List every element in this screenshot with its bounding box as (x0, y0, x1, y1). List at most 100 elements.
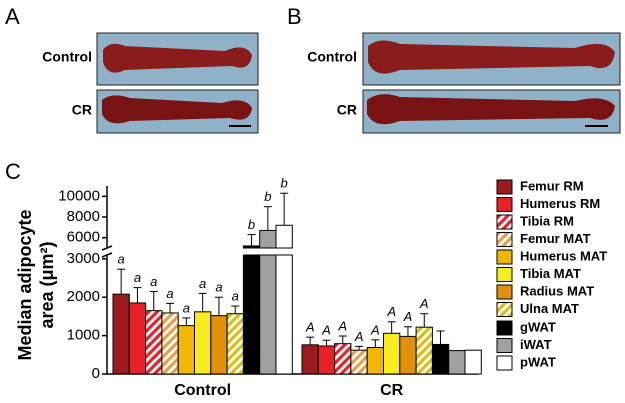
row-label: CR (337, 102, 357, 118)
error-bar (182, 317, 191, 326)
legend-label: Femur MAT (520, 231, 591, 246)
panel-label: A (5, 4, 20, 29)
bar-body (161, 312, 179, 375)
bar (431, 343, 450, 375)
significance-letter: a (150, 274, 157, 289)
bar-body (350, 349, 368, 375)
significance-letter: A (370, 322, 380, 337)
significance-letter: b (281, 176, 288, 191)
bar (399, 335, 417, 375)
bar (366, 347, 385, 375)
y-tick-label: 0 (92, 365, 100, 382)
significance-letter: b (264, 189, 271, 204)
bar-body-upper (242, 245, 261, 249)
y-tick-label: 6000 (67, 229, 100, 246)
error-bar (166, 302, 175, 313)
axis-break (101, 245, 113, 251)
legend-swatch (496, 249, 513, 265)
significance-letter: b (248, 217, 255, 232)
panel-label: B (287, 4, 302, 29)
bar-body (383, 332, 401, 375)
significance-letter: a (183, 300, 190, 315)
error-bar (371, 339, 380, 348)
significance-letter: a (199, 276, 206, 291)
bar-body (366, 347, 385, 375)
legend-swatch (496, 320, 513, 336)
legend-label: Ulna MAT (520, 301, 579, 316)
bar (334, 343, 352, 375)
legend-swatch (496, 284, 513, 300)
legend-label: iWAT (520, 337, 552, 352)
error-bar (149, 290, 158, 311)
bar-body-upper (275, 224, 293, 249)
error-bar (420, 313, 429, 328)
bar-body (275, 254, 293, 375)
row-label: CR (72, 102, 92, 118)
bar-body (145, 310, 163, 375)
error-bar (231, 305, 240, 314)
error-bar (355, 345, 364, 351)
legend-label: Tibia MAT (520, 266, 581, 281)
y-tick-label: 2000 (67, 288, 100, 305)
bar-body (399, 335, 417, 375)
bone (367, 94, 615, 125)
legend-label: Humerus MAT (520, 248, 607, 263)
row-label: Control (42, 49, 92, 65)
legend-swatch (496, 232, 513, 247)
error-bar (117, 268, 126, 295)
bar-body (194, 311, 212, 375)
legend-label: pWAT (520, 354, 556, 369)
bar (194, 311, 212, 375)
bar (415, 326, 433, 375)
legend-label: Tibia RM (520, 213, 574, 228)
legend-label: Radius MAT (520, 283, 594, 298)
bar (275, 224, 293, 375)
bone (368, 40, 615, 74)
y-tick-label: 10000 (58, 187, 100, 204)
error-bar (436, 330, 445, 345)
legend-swatch (496, 355, 513, 371)
legend-swatch (496, 267, 513, 282)
bar-body (334, 343, 352, 375)
axis-break (101, 252, 113, 258)
significance-letter: A (305, 320, 315, 335)
error-bar (133, 287, 142, 303)
significance-letter: A (403, 309, 413, 324)
bar-body (301, 344, 319, 375)
panel-label: C (5, 159, 21, 184)
photo-panel-a (96, 32, 259, 134)
error-bar (247, 234, 256, 246)
legend-swatch (496, 214, 513, 230)
significance-letter: a (118, 252, 125, 267)
error-bar (198, 292, 207, 312)
bar (301, 344, 319, 375)
significance-letter: A (419, 296, 429, 311)
bar (383, 332, 401, 375)
bar-body (112, 293, 130, 375)
bar (177, 325, 195, 375)
bar-body (259, 254, 277, 375)
error-bar (387, 321, 396, 334)
bar-body (415, 326, 433, 375)
row-label: Control (307, 49, 357, 65)
y-tick-label: 1000 (67, 327, 100, 344)
error-bar (322, 339, 331, 346)
bar (145, 310, 163, 375)
error-bar (263, 206, 272, 231)
significance-letter: A (354, 329, 364, 344)
bar-body (210, 315, 228, 375)
y-axis-label-line: area (μm²) (37, 241, 57, 328)
bar (210, 315, 228, 375)
bar (259, 229, 277, 375)
significance-letter: A (386, 304, 396, 319)
significance-letter: a (215, 280, 222, 295)
photo-panel-b (362, 32, 621, 134)
bar (242, 245, 261, 375)
bar (464, 349, 482, 375)
bone (102, 95, 252, 124)
y-tick-label: 8000 (67, 208, 100, 225)
legend-label: Femur RM (520, 178, 584, 193)
error-bar (306, 336, 315, 345)
bar (448, 350, 466, 375)
